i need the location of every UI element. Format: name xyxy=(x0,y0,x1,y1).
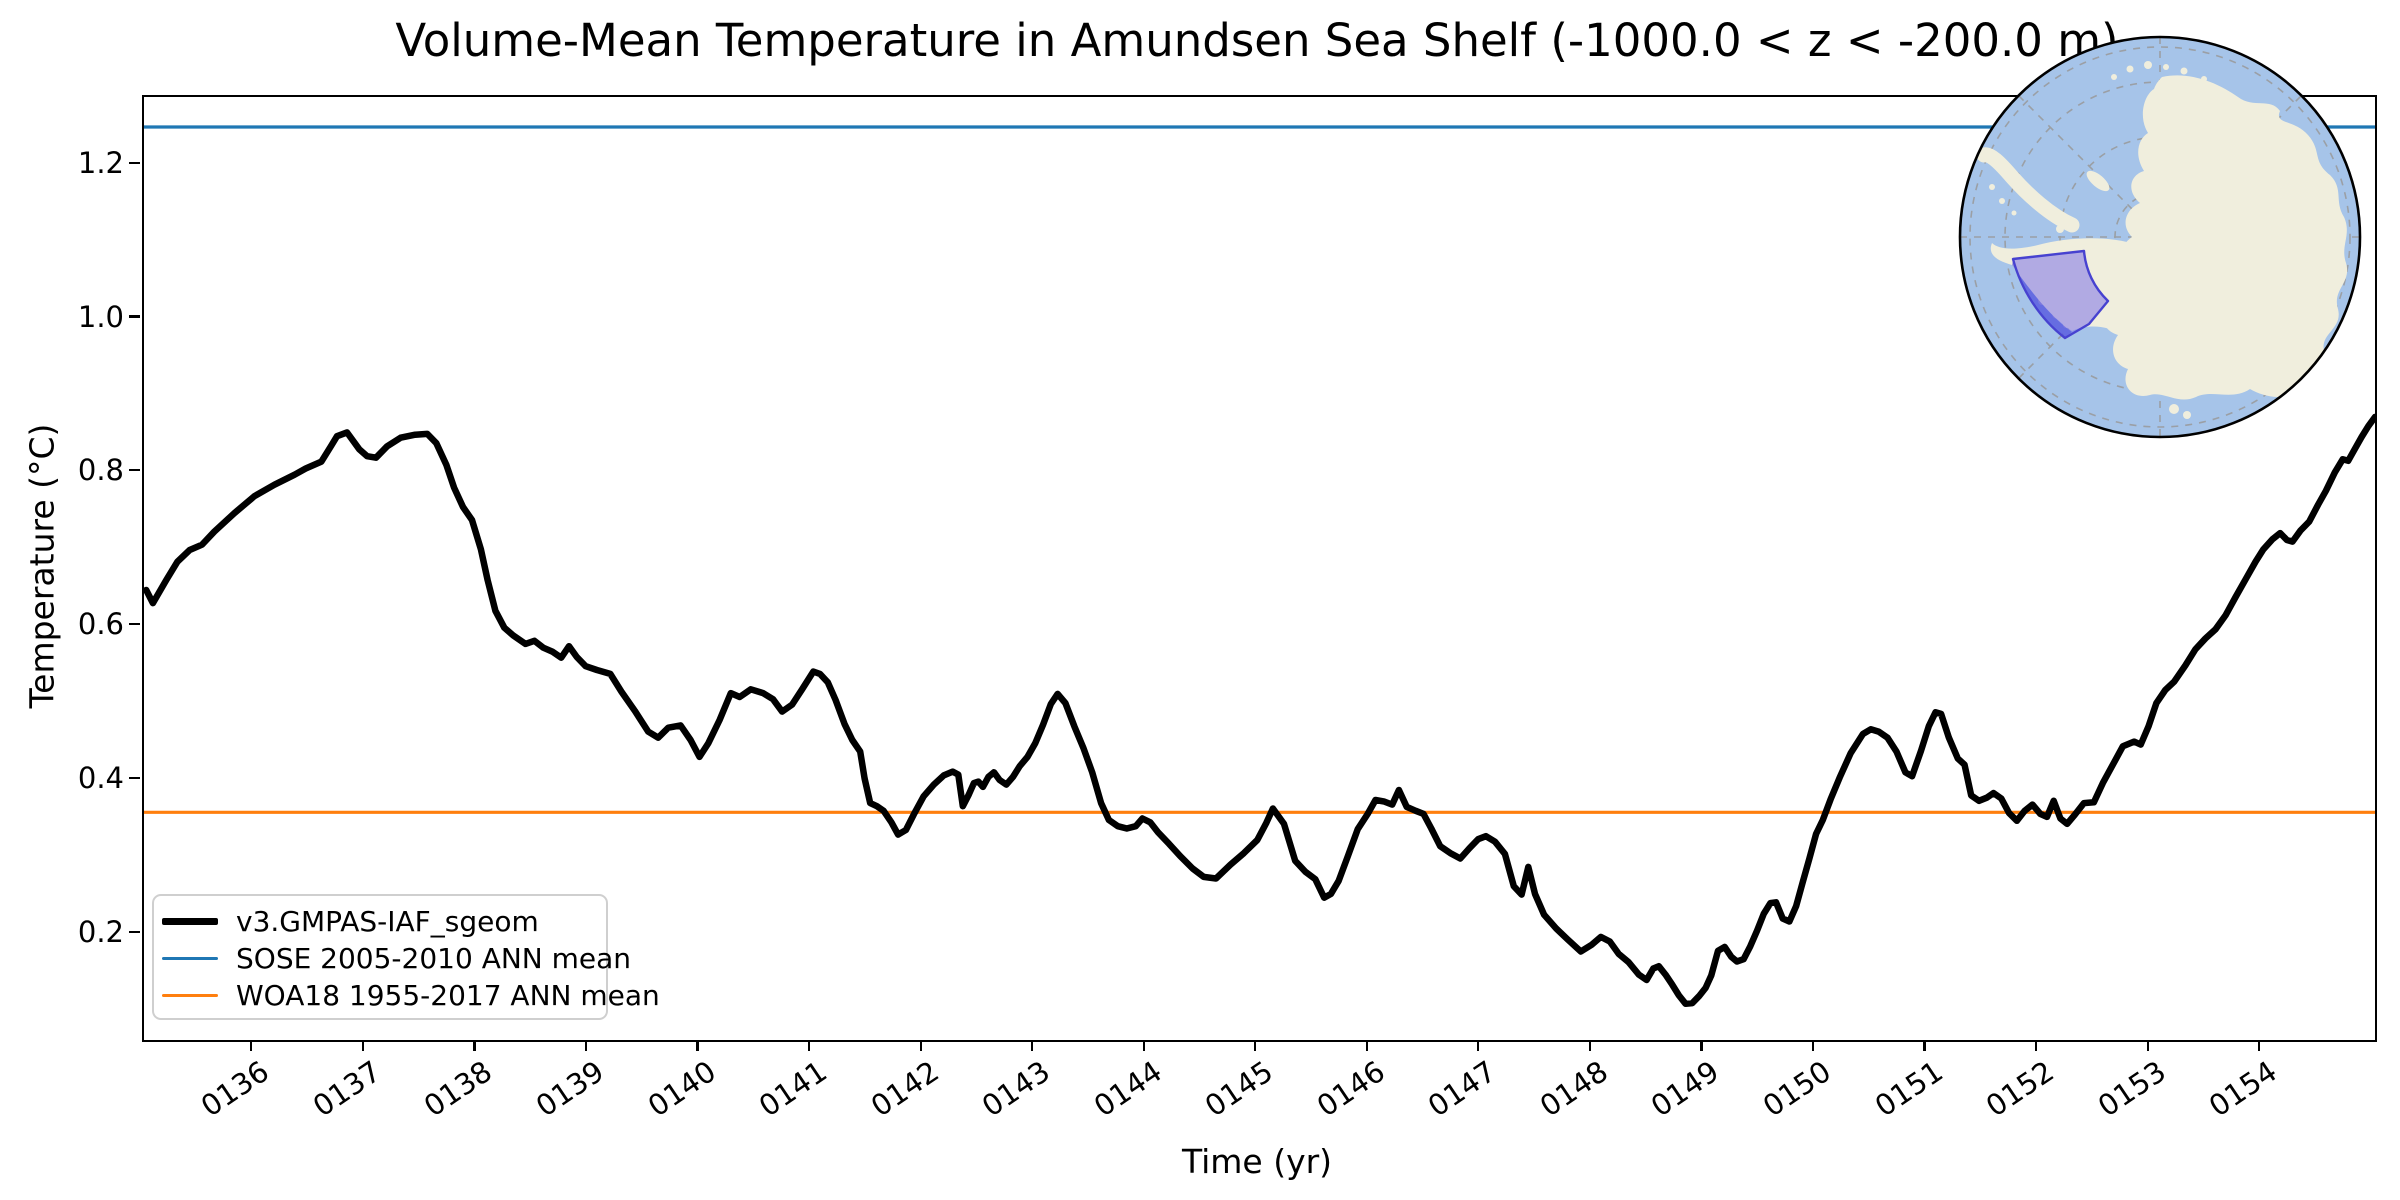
y-tick-mark xyxy=(129,161,140,164)
x-tick-mark xyxy=(1477,1040,1480,1051)
chart-title: Volume-Mean Temperature in Amundsen Sea … xyxy=(395,14,2119,67)
y-tick-mark xyxy=(129,469,140,472)
inset-map-canvas xyxy=(1958,35,2362,439)
legend-line-sample-model xyxy=(162,918,218,925)
map-island xyxy=(2056,225,2064,233)
map-highlight-region-ocean-part xyxy=(2012,259,2072,338)
map-border-circle xyxy=(1958,35,2362,439)
x-tick-mark xyxy=(1700,1040,1703,1051)
map-island xyxy=(2111,74,2117,80)
y-tick-label: 0.6 xyxy=(77,607,124,642)
x-tick-mark xyxy=(696,1040,699,1051)
legend-label-model: v3.GMPAS-IAF_sgeom xyxy=(236,905,539,938)
legend-line-sample-woa xyxy=(162,993,218,998)
x-tick-mark xyxy=(2146,1040,2149,1051)
x-tick-mark xyxy=(2035,1040,2038,1051)
map-highlight-region xyxy=(2013,251,2108,338)
map-island xyxy=(2011,210,2017,216)
legend-item-woa: WOA18 1955-2017 ANN mean xyxy=(162,977,660,1014)
x-tick-mark xyxy=(919,1040,922,1051)
x-tick-mark xyxy=(1365,1040,1368,1051)
y-tick-label: 1.0 xyxy=(77,299,124,334)
x-tick-mark xyxy=(1588,1040,1591,1051)
map-island xyxy=(2180,67,2188,75)
antarctica-inset-map xyxy=(1958,35,2362,439)
map-island-alexander xyxy=(2086,170,2110,192)
map-island xyxy=(2144,61,2152,69)
map-island xyxy=(1989,184,1995,190)
map-island xyxy=(2126,65,2134,73)
y-tick-mark xyxy=(129,623,140,626)
map-land-antarctic-peninsula xyxy=(1976,147,2080,233)
legend: v3.GMPAS-IAF_sgeom SOSE 2005-2010 ANN me… xyxy=(152,894,660,1020)
y-tick-mark xyxy=(129,315,140,318)
map-island xyxy=(2183,411,2191,419)
map-land-main-body xyxy=(2103,75,2348,400)
legend-line-sample-sose xyxy=(162,956,218,961)
x-tick-mark xyxy=(473,1040,476,1051)
x-tick-mark xyxy=(1254,1040,1257,1051)
x-tick-mark xyxy=(1031,1040,1034,1051)
x-tick-mark xyxy=(584,1040,588,1051)
y-tick-label: 1.2 xyxy=(77,145,124,180)
main-series-line xyxy=(144,413,2375,1008)
legend-label-woa: WOA18 1955-2017 ANN mean xyxy=(236,979,660,1012)
x-tick-mark xyxy=(1811,1040,1815,1051)
map-island xyxy=(2163,64,2169,70)
x-tick-mark xyxy=(807,1040,811,1051)
x-tick-mark xyxy=(1142,1040,1145,1051)
y-tick-mark xyxy=(129,930,140,933)
legend-label-sose: SOSE 2005-2010 ANN mean xyxy=(236,942,632,975)
x-tick-mark xyxy=(1923,1040,1926,1051)
x-axis-label: Time (yr) xyxy=(1181,1142,1333,1181)
legend-item-sose: SOSE 2005-2010 ANN mean xyxy=(162,940,631,977)
y-tick-mark xyxy=(129,776,140,780)
map-island xyxy=(2201,76,2207,82)
y-tick-label: 0.2 xyxy=(77,914,124,949)
map-highlight-region-border xyxy=(2011,249,2110,340)
x-tick-mark xyxy=(2258,1040,2261,1051)
legend-item-model: v3.GMPAS-IAF_sgeom xyxy=(162,903,596,940)
map-island xyxy=(1999,198,2005,204)
y-tick-label: 0.4 xyxy=(77,761,124,796)
x-tick-mark xyxy=(250,1040,253,1051)
map-island xyxy=(2169,404,2179,414)
y-tick-label: 0.8 xyxy=(77,453,124,488)
x-tick-mark xyxy=(361,1040,364,1051)
